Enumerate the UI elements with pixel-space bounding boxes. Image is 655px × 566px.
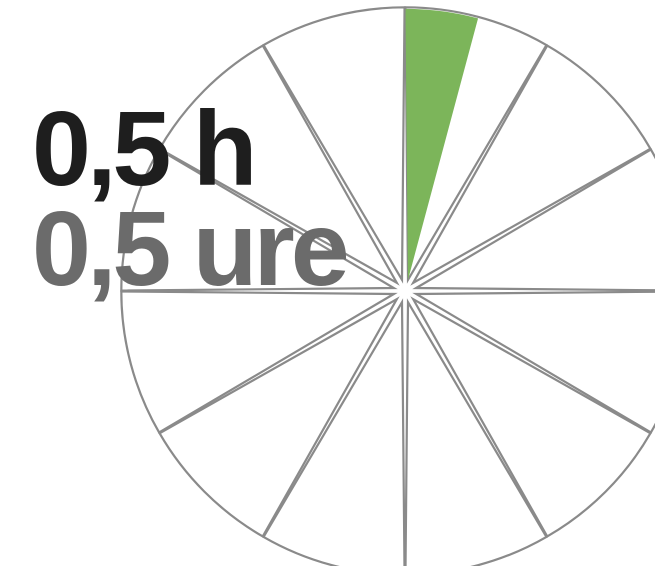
clock-segment — [410, 296, 652, 538]
highlighted-segment — [405, 8, 479, 280]
clock-segment — [404, 298, 548, 566]
clock-segment — [158, 44, 400, 286]
clock-segment — [120, 148, 398, 292]
clock-segment — [412, 148, 655, 292]
duration-ure-label: 0,5 ure — [32, 190, 350, 308]
clock-segment — [262, 298, 406, 566]
duration-hours-label: 0,5 h — [32, 90, 258, 208]
clock-segment — [262, 6, 406, 284]
clock-segment — [410, 44, 652, 286]
clock-segment — [158, 296, 400, 538]
clock-segments — [120, 6, 655, 566]
clock-segment — [412, 290, 655, 434]
clock-segment — [120, 290, 398, 434]
